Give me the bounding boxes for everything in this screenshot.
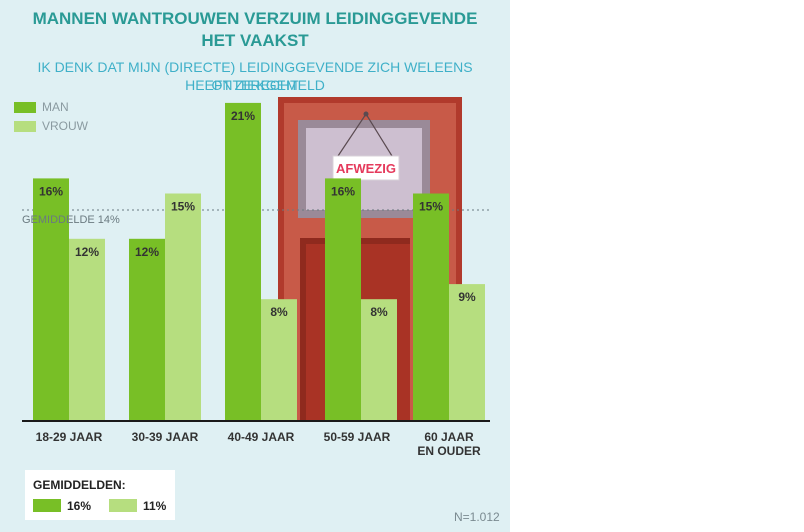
- average-swatch-man: [33, 499, 61, 512]
- category-label-60-plus: 60 JAAR EN OUDER: [404, 430, 494, 458]
- category-label-50-59: 50-59 JAAR: [312, 430, 402, 444]
- bar-man-30-39: [129, 238, 165, 420]
- bar-vrouw-50-59: [361, 299, 397, 420]
- sign-text: AFWEZIG: [336, 161, 396, 176]
- averages-box: GEMIDDELDEN: 16% 11%: [25, 470, 175, 520]
- bar-label-vrouw-50-59: 8%: [370, 305, 388, 319]
- category-label-30-39-text: 30-39 JAAR: [131, 430, 199, 444]
- bar-man-40-49: [225, 102, 261, 421]
- chart-canvas: AFWEZIG 16% 12% 21% 16% 15% 12% 15% 8% 8% 9%: [22, 97, 490, 422]
- category-label-18-29: 18-29 JAAR: [24, 430, 114, 444]
- sample-size-note: N=1.012: [454, 510, 500, 524]
- average-line-label: GEMIDDELDE 14%: [22, 214, 120, 226]
- sign-string-left: [337, 113, 367, 157]
- bar-vrouw-18-29: [69, 238, 105, 420]
- legend-swatch-man: [14, 102, 36, 113]
- afwezig-sign: [332, 155, 400, 181]
- category-label-60-plus-line1: 60 JAAR: [424, 430, 474, 444]
- bar-label-man-40-49: 21%: [231, 109, 255, 123]
- bar-vrouw-40-49: [261, 299, 297, 420]
- sign-string-right: [365, 113, 393, 157]
- category-label-40-49-text: 40-49 JAAR: [227, 430, 295, 444]
- chart-title-line2: HET VAAKST: [201, 31, 309, 50]
- legend-label-vrouw: VROUW: [42, 119, 88, 133]
- bar-vrouw-30-39: [165, 193, 201, 420]
- bar-man-60-plus: [413, 193, 449, 420]
- sign-hook: [363, 111, 369, 117]
- chart-subtitle-line1: IK DENK DAT MIJN (DIRECTE) LEIDINGGEVEND…: [37, 59, 473, 93]
- bar-label-vrouw-60-plus: 9%: [458, 290, 476, 304]
- bar-label-vrouw-40-49: 8%: [270, 305, 288, 319]
- category-label-18-29-text: 18-29 JAAR: [35, 430, 103, 444]
- average-value-vrouw: 11%: [143, 499, 167, 513]
- bar-label-man-60-plus: 15%: [419, 200, 443, 214]
- bar-label-vrouw-30-39: 15%: [171, 200, 195, 214]
- bars-group: 16% 12% 21% 16% 15% 12% 15% 8% 8% 9%: [33, 102, 485, 421]
- bar-man-50-59: [325, 178, 361, 420]
- bar-vrouw-60-plus: [449, 284, 485, 420]
- chart-title-line1: MANNEN WANTROUWEN VERZUIM LEIDINGGEVENDE: [32, 9, 478, 28]
- legend-swatch-vrouw: [14, 121, 36, 132]
- average-value-man: 16%: [67, 499, 92, 513]
- category-label-50-59-text: 50-59 JAAR: [323, 430, 391, 444]
- average-swatch-vrouw: [109, 499, 137, 512]
- category-label-60-plus-line2: EN OUDER: [417, 444, 481, 458]
- bar-label-man-30-39: 12%: [135, 245, 159, 259]
- bar-label-vrouw-18-29: 12%: [75, 245, 99, 259]
- bar-man-18-29: [33, 178, 69, 420]
- bar-label-man-50-59: 16%: [331, 184, 355, 198]
- category-label-40-49: 40-49 JAAR: [216, 430, 306, 444]
- category-label-30-39: 30-39 JAAR: [120, 430, 210, 444]
- chart-subtitle-line2: HEEFT ZIEKGEMELD: [185, 77, 325, 93]
- averages-title: GEMIDDELDEN:: [33, 478, 126, 492]
- legend-label-man: MAN: [42, 100, 69, 114]
- bar-label-man-18-29: 16%: [39, 184, 63, 198]
